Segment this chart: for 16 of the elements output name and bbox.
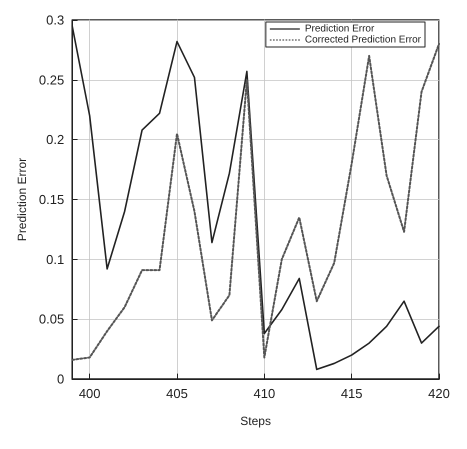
x-tick-label: 410: [253, 386, 276, 401]
legend-label: Corrected Prediction Error: [304, 34, 422, 46]
x-axis-title: Steps: [240, 414, 271, 428]
y-axis-title: Prediction Error: [15, 158, 29, 242]
x-tick-label: 420: [428, 386, 450, 401]
y-tick-label: 0.1: [46, 252, 64, 267]
x-tick-label: 405: [166, 386, 188, 401]
x-tick-label: 400: [78, 386, 101, 401]
legend-label: Prediction Error: [304, 24, 375, 34]
y-tick-label: 0.15: [38, 192, 64, 207]
y-tick-label: 0.25: [38, 72, 64, 88]
y-tick-label: 0.2: [46, 132, 64, 148]
y-tick-label: 0: [56, 372, 64, 386]
y-tick-label: 0.3: [46, 12, 64, 28]
x-tick-label: 415: [340, 386, 363, 401]
y-tick-label: 0.05: [38, 312, 64, 327]
